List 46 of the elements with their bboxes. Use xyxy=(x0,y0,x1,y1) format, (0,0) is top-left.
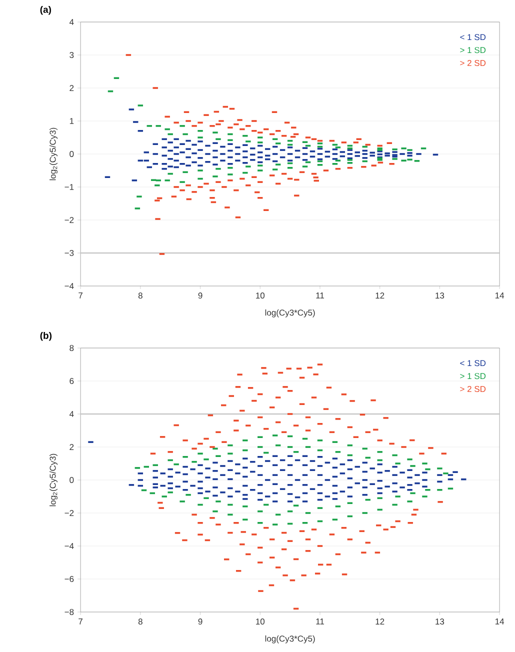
x-tick-label: 8 xyxy=(138,292,143,299)
x-tick-label: 13 xyxy=(436,618,444,625)
x-tick-label: 10 xyxy=(256,292,265,299)
text: > 2 SD xyxy=(460,386,486,392)
y-tick-label: 6 xyxy=(70,378,74,384)
x-tick-label: 14 xyxy=(496,618,504,624)
y-tick-label: 4 xyxy=(70,411,74,417)
chart-title: (a) xyxy=(40,6,52,15)
x-tick-label: 8 xyxy=(138,618,143,625)
chart-title: (b) xyxy=(40,332,52,341)
y-tick-label: −6 xyxy=(64,576,74,582)
text: > 2 SD xyxy=(460,60,486,66)
x-tick-label: 9 xyxy=(198,618,202,625)
x-tick-label: 7 xyxy=(78,292,83,298)
y-tick-label: 8 xyxy=(70,345,74,352)
x-tick-label: 10 xyxy=(256,618,265,625)
y-tick-label: 0 xyxy=(70,150,74,158)
x-axis-title: log(Cy3*Cy5) xyxy=(266,635,316,644)
y-tick-label: 3 xyxy=(70,52,74,58)
x-tick-label: 9 xyxy=(198,292,202,299)
y-tick-label: 1 xyxy=(70,118,74,124)
x-tick-label: 11 xyxy=(316,618,324,624)
y-tick-label: −2 xyxy=(64,217,74,223)
y-tick-label: −1 xyxy=(64,184,74,190)
text: > 1 SD xyxy=(460,373,486,380)
text: > 1 SD xyxy=(460,47,486,54)
y-tick-label: −8 xyxy=(64,608,74,616)
x-tick-label: 11 xyxy=(316,292,324,298)
x-axis-title: log(Cy3*Cy5) xyxy=(266,309,316,318)
x-tick-label: 12 xyxy=(376,292,384,298)
y-tick-label: 4 xyxy=(70,19,74,25)
y-axis-title: log$_{2}$(Cy5/Cy3) xyxy=(50,128,58,180)
y-tick-label: −4 xyxy=(64,283,74,289)
text: < 1 SD xyxy=(460,34,486,40)
y-axis-title: log$_{2}$(Cy5/Cy3) xyxy=(50,454,58,506)
x-tick-label: 14 xyxy=(496,292,504,298)
y-tick-label: −2 xyxy=(64,510,74,516)
x-tick-label: 12 xyxy=(376,618,384,624)
y-tick-label: −4 xyxy=(64,543,74,549)
y-tick-label: 2 xyxy=(70,85,74,91)
y-tick-label: −3 xyxy=(64,250,74,256)
text: < 1 SD xyxy=(460,360,486,366)
x-tick-label: 7 xyxy=(78,618,83,624)
y-tick-label: 0 xyxy=(70,477,74,484)
y-tick-label: 2 xyxy=(70,444,74,450)
x-tick-label: 13 xyxy=(436,292,444,299)
